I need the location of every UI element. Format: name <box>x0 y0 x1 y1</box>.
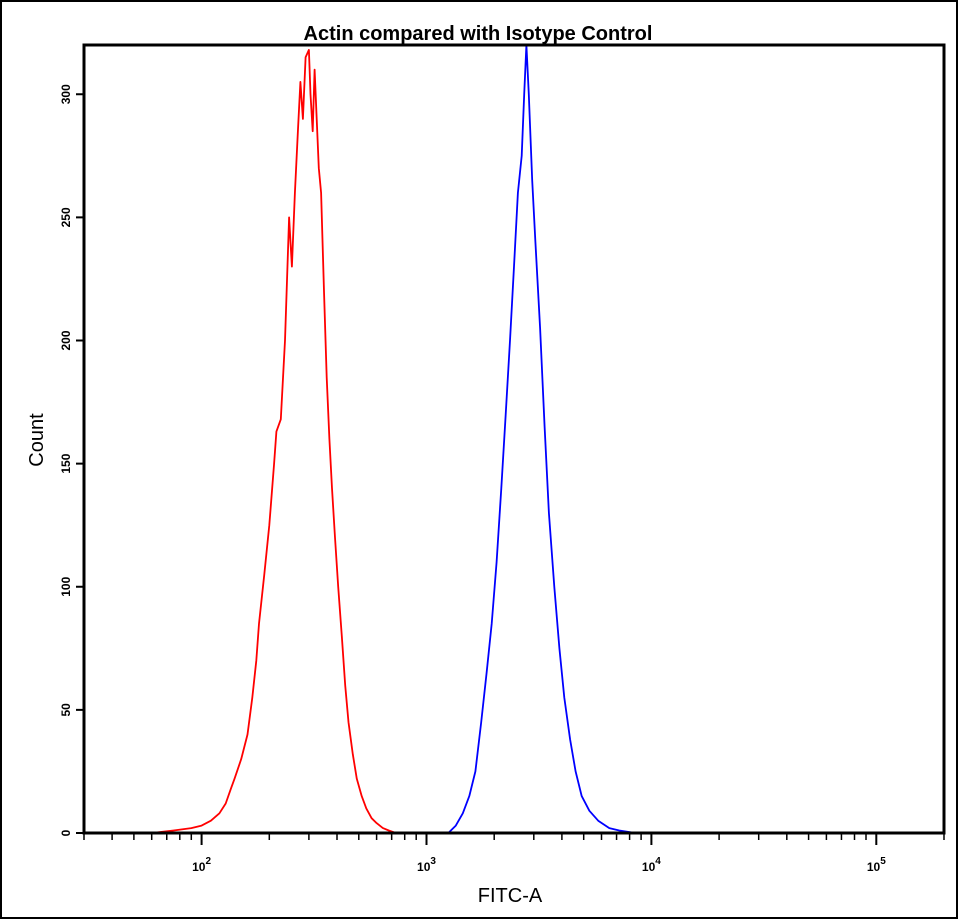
y-tick-label: 50 <box>59 703 73 717</box>
y-tick-label: 200 <box>59 330 73 350</box>
x-tick-label: 104 <box>642 856 661 874</box>
plot-frame <box>82 43 946 835</box>
x-tick-label: 103 <box>417 856 436 874</box>
y-tick-label: 300 <box>59 84 73 104</box>
series-layer <box>151 44 652 834</box>
chart-title: Actin compared with Isotype Control <box>304 23 653 45</box>
y-axis-ticks: 0 50 100 150 200 250 300 <box>59 84 84 836</box>
x-axis-ticks: 102 103 104 105 <box>83 833 945 874</box>
x-tick-label: 105 <box>867 856 886 874</box>
y-tick-label: 150 <box>59 453 73 473</box>
histogram-series-2 <box>447 44 652 834</box>
x-tick-label: 102 <box>192 856 211 874</box>
y-tick-label: 0 <box>59 829 73 836</box>
histogram-series-1 <box>151 49 405 834</box>
x-axis-label: FITC-A <box>478 885 543 907</box>
y-tick-label: 100 <box>59 576 73 596</box>
y-axis-label: Count <box>26 413 48 467</box>
y-tick-label: 250 <box>59 207 73 227</box>
